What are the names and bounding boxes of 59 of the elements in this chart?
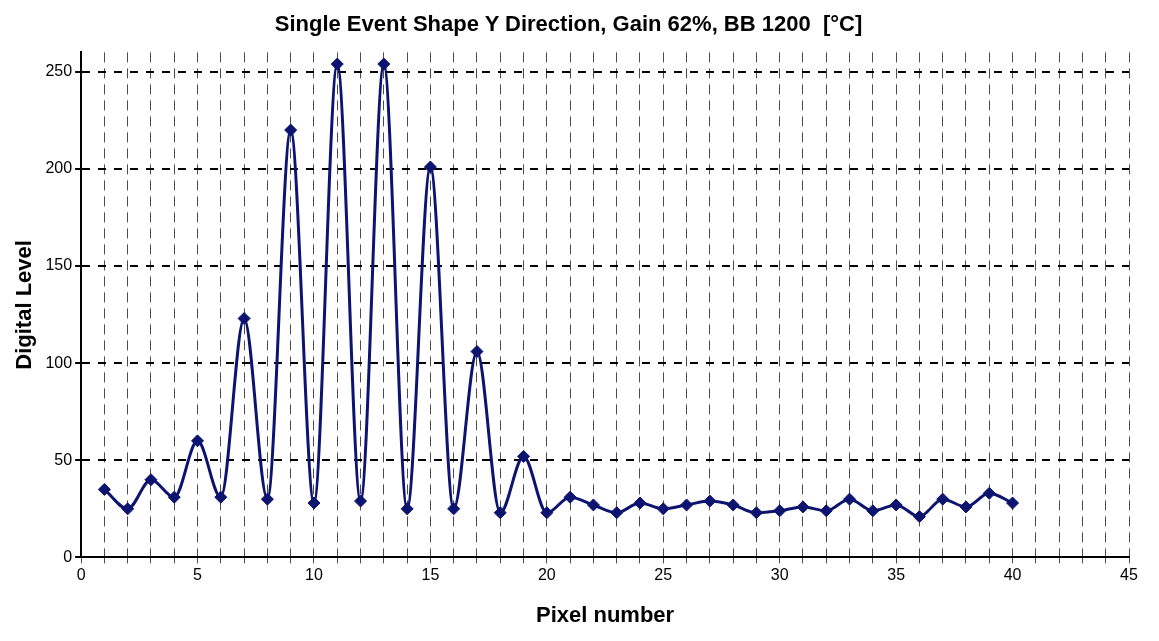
point [284, 123, 298, 137]
y-tick-label: 150 [45, 256, 73, 274]
x-axis-title: Pixel number [535, 601, 675, 627]
point [656, 502, 670, 516]
x-tick-label: 35 [887, 566, 906, 584]
point [773, 504, 787, 518]
x-tick-label: 40 [1003, 566, 1022, 584]
point [470, 345, 484, 359]
point [912, 510, 926, 524]
point [354, 494, 368, 508]
point [610, 506, 624, 520]
y-tick-label: 0 [63, 547, 73, 565]
point [540, 506, 554, 520]
point [819, 504, 833, 518]
point [1006, 496, 1020, 510]
point [517, 449, 531, 463]
point [586, 498, 600, 512]
chart-title: Single Event Shape Y Direction, Gain 62%, BB 1200 [°C] [274, 11, 863, 37]
x-tick-label: 45 [1120, 566, 1138, 584]
point [796, 500, 810, 514]
y-axis-title: Digital Level [11, 240, 37, 370]
point [330, 57, 344, 71]
point [749, 506, 763, 520]
y-tick-label: 50 [54, 450, 73, 468]
point [726, 498, 740, 512]
x-tick-label: 25 [654, 566, 673, 584]
y-tick-label: 100 [45, 353, 73, 371]
point [237, 312, 251, 325]
point [121, 502, 135, 516]
point [214, 490, 228, 504]
point [493, 506, 507, 520]
x-tick-label: 15 [421, 566, 440, 584]
x-tick-label: 20 [537, 566, 556, 584]
x-tick-label: 5 [193, 566, 203, 584]
x-tick-label: 30 [770, 566, 789, 584]
point [260, 492, 274, 506]
point [167, 490, 181, 504]
point [400, 502, 414, 516]
point [633, 496, 647, 510]
point [144, 473, 158, 487]
point [959, 500, 973, 514]
point [191, 434, 205, 448]
point [97, 482, 111, 496]
point [377, 57, 391, 71]
point [447, 502, 461, 516]
point [843, 492, 857, 506]
point [423, 160, 437, 174]
y-tick-label: 200 [45, 159, 73, 177]
point [703, 494, 717, 508]
point [866, 504, 880, 518]
point [889, 498, 903, 512]
point [982, 486, 996, 500]
point [936, 492, 950, 506]
x-tick-label: 0 [76, 566, 86, 584]
x-tick-label: 10 [305, 566, 323, 584]
y-tick-label: 250 [45, 62, 73, 80]
point [680, 498, 694, 512]
point [563, 490, 577, 504]
point [307, 496, 321, 510]
